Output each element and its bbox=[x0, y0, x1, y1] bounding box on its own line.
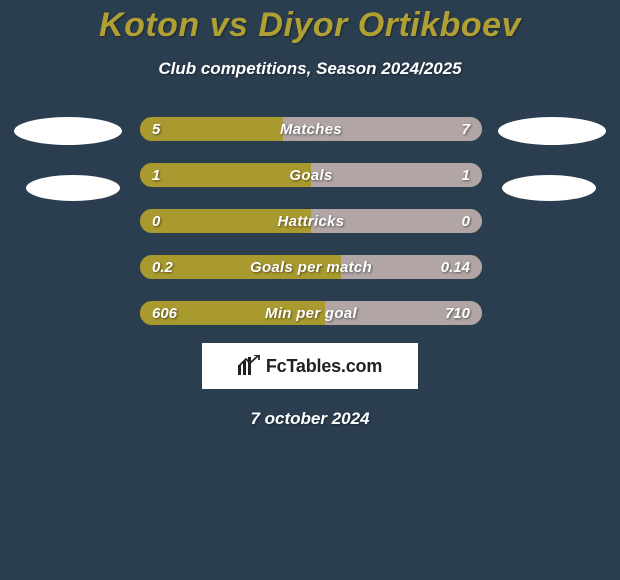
stat-value-left: 1 bbox=[152, 163, 160, 187]
placeholder-ellipse bbox=[26, 175, 120, 201]
stat-value-left: 0.2 bbox=[152, 255, 173, 279]
stat-row: 606 710 Min per goal bbox=[140, 301, 482, 325]
arrow-icon bbox=[238, 355, 260, 367]
stat-bars: 5 7 Matches 1 1 Goals 0 0 Hattricks 0.2 0.14 Goals … bbox=[140, 117, 482, 325]
comparison-infographic: Koton vs Diyor Ortikboev Club competitio… bbox=[0, 0, 620, 429]
bar-chart-icon bbox=[238, 357, 260, 375]
date-label: 7 october 2024 bbox=[0, 409, 620, 429]
stat-row: 0 0 Hattricks bbox=[140, 209, 482, 233]
placeholder-ellipse bbox=[14, 117, 122, 145]
stat-name: Hattricks bbox=[278, 209, 345, 233]
stat-bar-right-fill bbox=[311, 163, 482, 187]
stat-bar-left-fill bbox=[140, 163, 311, 187]
stat-name: Min per goal bbox=[265, 301, 357, 325]
stat-value-left: 0 bbox=[152, 209, 160, 233]
main-row: 5 7 Matches 1 1 Goals 0 0 Hattricks 0.2 0.14 Goals … bbox=[0, 117, 620, 325]
stat-name: Matches bbox=[280, 117, 342, 141]
stat-row: 0.2 0.14 Goals per match bbox=[140, 255, 482, 279]
subtitle: Club competitions, Season 2024/2025 bbox=[0, 59, 620, 79]
stat-bar-left-fill bbox=[140, 117, 283, 141]
placeholder-ellipse bbox=[498, 117, 606, 145]
stat-value-left: 606 bbox=[152, 301, 177, 325]
stat-value-right: 0.14 bbox=[441, 255, 470, 279]
stat-value-right: 1 bbox=[462, 163, 470, 187]
stat-row: 5 7 Matches bbox=[140, 117, 482, 141]
stat-value-right: 0 bbox=[462, 209, 470, 233]
stat-row: 1 1 Goals bbox=[140, 163, 482, 187]
stat-value-right: 7 bbox=[462, 117, 470, 141]
right-player-badges bbox=[500, 117, 606, 201]
placeholder-ellipse bbox=[502, 175, 596, 201]
page-title: Koton vs Diyor Ortikboev bbox=[0, 6, 620, 45]
stat-value-left: 5 bbox=[152, 117, 160, 141]
left-player-badges bbox=[14, 117, 122, 201]
logo-box: FcTables.com bbox=[202, 343, 418, 389]
stat-name: Goals bbox=[289, 163, 332, 187]
stat-name: Goals per match bbox=[250, 255, 372, 279]
logo-text: FcTables.com bbox=[266, 356, 382, 377]
stat-value-right: 710 bbox=[445, 301, 470, 325]
